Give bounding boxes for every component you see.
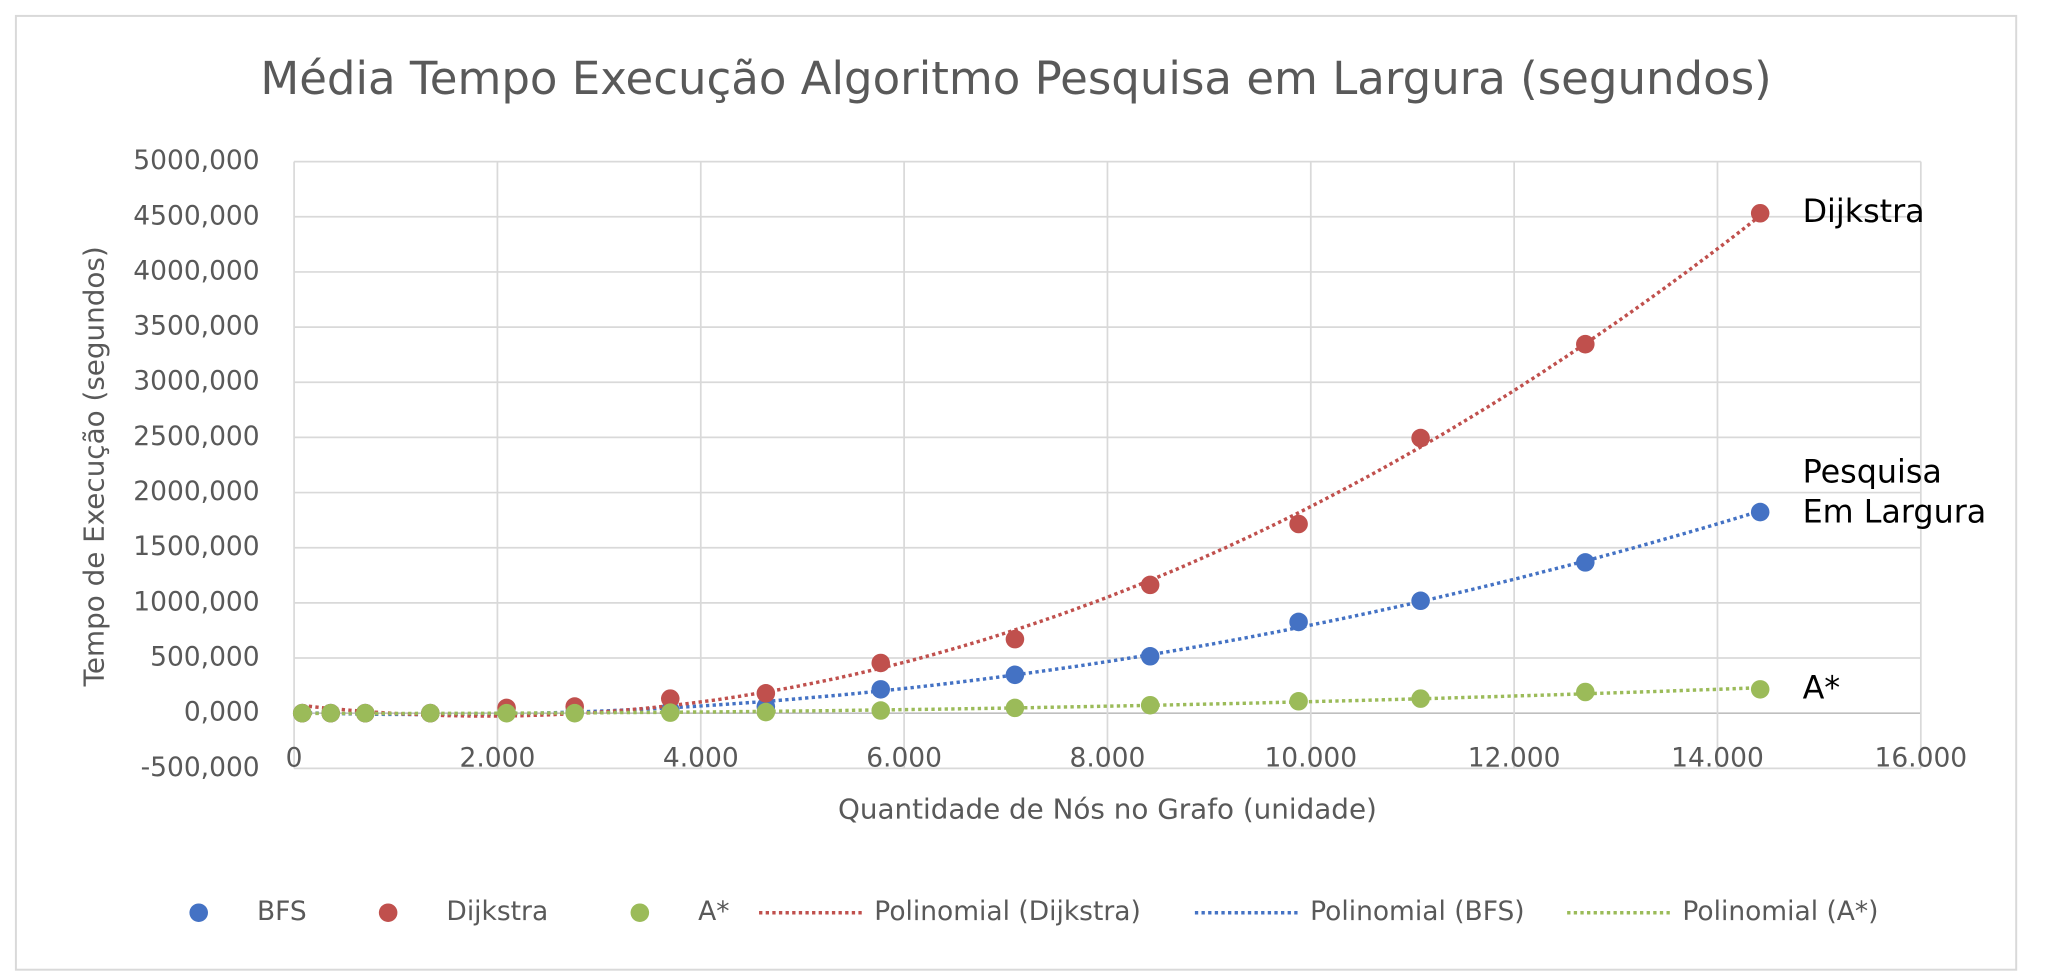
annotation: Em Largura <box>1803 493 1987 530</box>
y-tick-label: 0,000 <box>184 697 260 728</box>
x-tick-label: 2.000 <box>460 743 536 774</box>
y-tick-label: 4000,000 <box>133 255 259 286</box>
y-axis-title: Tempo de Execução (segundos) <box>77 246 110 687</box>
y-tick-label: 1000,000 <box>133 586 259 617</box>
y-tick-label: 5000,000 <box>133 145 259 176</box>
legend-marker <box>378 903 398 923</box>
data-point <box>1750 203 1770 223</box>
legend-label: A* <box>698 896 729 927</box>
legend-marker <box>189 903 208 923</box>
data-point <box>1005 665 1025 685</box>
data-point <box>1005 629 1025 649</box>
data-point <box>292 703 312 723</box>
data-point <box>421 703 440 723</box>
y-tick-label: 3000,000 <box>133 366 259 397</box>
data-point <box>1750 680 1770 699</box>
data-point <box>1576 682 1595 702</box>
data-point <box>871 701 891 720</box>
data-point <box>1140 695 1160 715</box>
trendline <box>302 509 1761 717</box>
x-tick-label: 0 <box>286 743 303 774</box>
y-tick-label: 4500,000 <box>133 200 259 231</box>
x-tick-label: 12.000 <box>1468 743 1561 774</box>
y-tick-label: 2500,000 <box>133 421 259 452</box>
data-point <box>1411 689 1430 708</box>
legend-marker <box>630 903 650 923</box>
y-tick-label: 1500,000 <box>133 531 259 562</box>
data-point <box>756 702 776 722</box>
legend-label: Dijkstra <box>446 896 548 927</box>
data-point <box>660 703 680 722</box>
x-tick-label: 4.000 <box>663 743 739 774</box>
data-point <box>1411 428 1430 448</box>
y-tick-label: 2000,000 <box>133 476 259 507</box>
data-point <box>355 703 375 723</box>
data-point <box>1289 691 1308 711</box>
data-point <box>1289 514 1308 534</box>
data-point <box>1140 575 1160 595</box>
trendline <box>302 686 1761 716</box>
chart-title: Média Tempo Execução Algoritmo Pesquisa … <box>260 52 1771 105</box>
data-point <box>1411 591 1430 611</box>
x-tick-label: 6.000 <box>866 743 942 774</box>
data-point <box>871 680 891 699</box>
legend-label: Polinomial (BFS) <box>1310 896 1525 927</box>
annotation: Pesquisa <box>1803 454 1942 491</box>
data-point <box>871 653 891 673</box>
data-point <box>321 703 340 723</box>
data-point <box>756 684 776 703</box>
legend: BFS Dijkstra A* Polinomial (Dijkstra) Polino… <box>189 896 1879 927</box>
legend-label: Polinomial (A*) <box>1682 896 1878 927</box>
legend-label: Polinomial (Dijkstra) <box>874 896 1141 927</box>
data-point <box>1750 502 1770 522</box>
y-tick-label: -500,000 <box>141 752 260 783</box>
data-point <box>660 689 680 708</box>
data-point <box>497 703 516 723</box>
data-point <box>565 703 584 723</box>
annotation: A* <box>1803 669 1841 706</box>
y-tick-label: 500,000 <box>150 642 260 673</box>
trendline <box>301 214 1762 718</box>
data-point <box>1140 646 1160 666</box>
data-point <box>1289 612 1308 632</box>
data-point <box>1576 334 1595 354</box>
data-point <box>1005 698 1025 718</box>
x-tick-label: 8.000 <box>1070 743 1146 774</box>
x-axis-title: Quantidade de Nós no Grafo (unidade) <box>838 793 1377 826</box>
annotation: Dijkstra <box>1803 193 1925 230</box>
x-tick-label: 10.000 <box>1264 743 1357 774</box>
x-tick-label: 14.000 <box>1671 743 1764 774</box>
y-tick-label: 3500,000 <box>133 311 259 342</box>
legend-label: BFS <box>257 896 307 927</box>
data-point <box>1576 553 1595 572</box>
x-tick-label: 16.000 <box>1874 743 1967 774</box>
